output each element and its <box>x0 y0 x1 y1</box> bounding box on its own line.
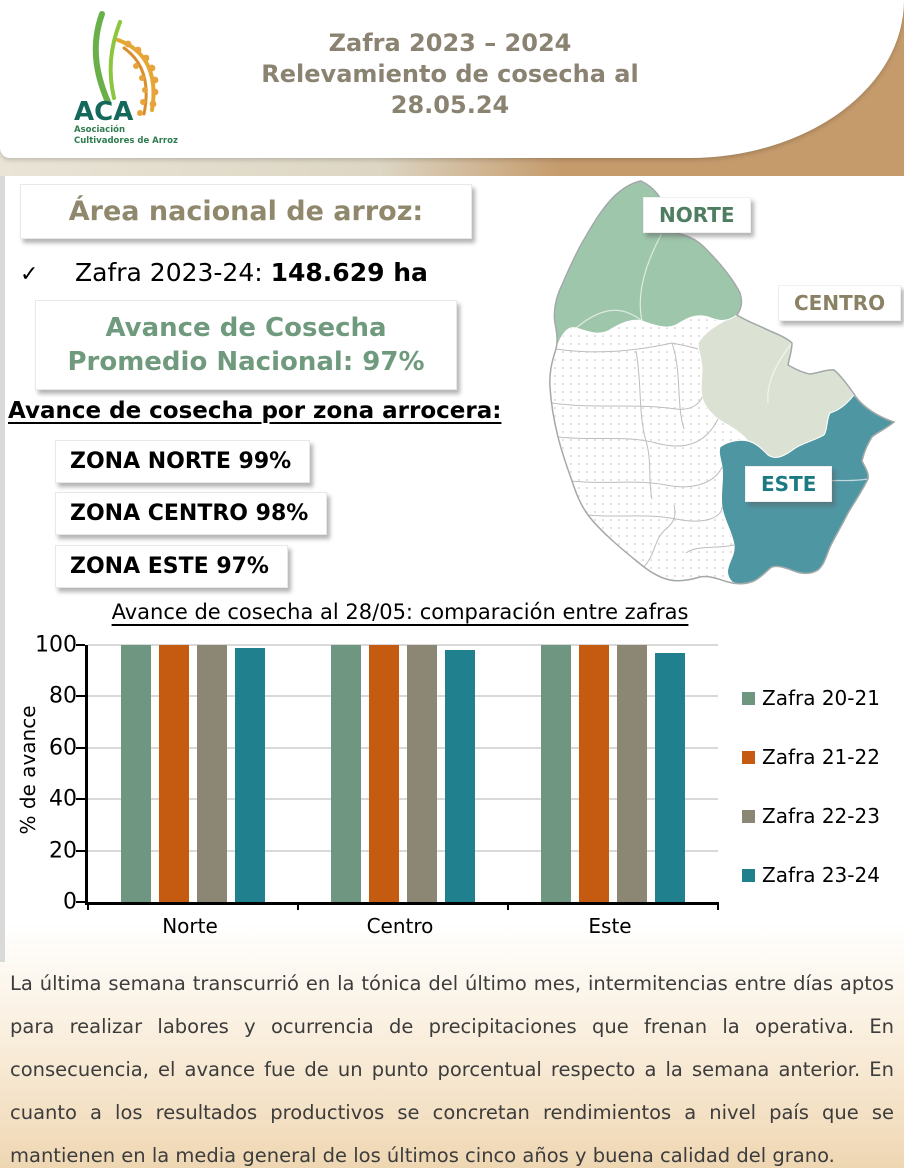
zafra-label: Zafra 2023-24: <box>75 258 271 287</box>
check-icon: ✓ <box>20 262 39 287</box>
chart-y-axis-labels: 0 20 40 60 80 100 <box>22 633 77 915</box>
chart-gridline <box>88 849 718 852</box>
header-card: ACA Asociación Cultivadores de Arroz Zaf… <box>0 0 904 158</box>
x-tick-mark <box>87 902 89 910</box>
area-heading: Área nacional de arroz: <box>68 196 424 227</box>
logo-acronym: ACA <box>74 97 133 127</box>
y-tick-mark <box>76 849 85 852</box>
map-label-centro: CENTRO <box>778 285 902 321</box>
chart-y-axis-title: % de avance <box>16 705 40 835</box>
aca-rice-logo-icon: ACA Asociación Cultivadores de Arroz <box>74 11 178 146</box>
chart-title: Avance de cosecha al 28/05: comparación … <box>111 600 689 624</box>
legend-swatch-icon <box>742 809 755 823</box>
uruguay-zones-map: NORTE CENTRO ESTE <box>495 173 902 593</box>
y-tick-label: 60 <box>49 735 77 761</box>
avance-line2: Promedio Nacional: 97% <box>67 347 425 377</box>
legend-swatch-icon <box>742 868 755 882</box>
bar-zafra-20-21-este <box>541 645 571 902</box>
y-tick-mark <box>76 644 85 646</box>
page-title: Zafra 2023 – 2024 Relevamiento de cosech… <box>261 29 639 119</box>
category-label-este: Este <box>588 914 632 938</box>
chart-bars <box>88 645 718 902</box>
zona-norte-box: ZONA NORTE 99% <box>55 440 311 483</box>
legend-item-zafra-22-23: Zafra 22-23 <box>742 804 880 828</box>
category-label-norte: Norte <box>162 914 218 938</box>
bar-zafra-22-23-este <box>617 645 647 902</box>
zona-centro-box: ZONA CENTRO 98% <box>55 492 328 535</box>
bar-zafra-21-22-este <box>579 645 609 902</box>
bar-zafra-20-21-centro <box>331 645 361 902</box>
map-label-norte: NORTE <box>643 197 751 233</box>
zafra-area-line: ✓ Zafra 2023-24: 148.629 ha <box>20 258 540 287</box>
svg-text:Asociación: Asociación <box>74 124 125 135</box>
y-tick-mark <box>76 695 85 698</box>
y-tick-label: 0 <box>63 889 77 915</box>
x-tick-mark <box>297 902 299 910</box>
map-label-este: ESTE <box>745 466 833 502</box>
bar-zafra-23-24-norte <box>235 647 265 902</box>
comparison-bar-chart: Avance de cosecha al 28/05: comparación … <box>0 598 904 958</box>
legend-item-zafra-23-24: Zafra 23-24 <box>742 863 880 887</box>
y-tick-label: 80 <box>49 683 77 709</box>
chart-legend: Zafra 20-21 Zafra 21-22 Zafra 22-23 Zafra 2… <box>742 686 880 887</box>
zafra-value: 148.629 ha <box>270 258 428 287</box>
bar-group-centro <box>298 645 508 902</box>
chart-gridline <box>88 798 718 801</box>
summary-paragraph: La última semana transcurrió en la tónic… <box>10 972 894 1167</box>
avance-nacional-box: Avance de Cosecha Promedio Nacional: 97% <box>35 300 457 390</box>
category-label-centro: Centro <box>366 914 434 938</box>
chart-gridline <box>88 695 718 698</box>
legend-label: Zafra 23-24 <box>762 863 880 887</box>
legend-label: Zafra 20-21 <box>762 686 880 710</box>
y-tick-mark <box>76 901 85 903</box>
bar-zafra-23-24-centro <box>445 650 475 902</box>
legend-label: Zafra 21-22 <box>762 745 880 769</box>
avance-line1: Avance de Cosecha <box>105 313 387 343</box>
y-tick-label: 40 <box>49 786 77 812</box>
y-tick-mark <box>76 746 85 749</box>
bar-zafra-20-21-norte <box>121 645 151 902</box>
legend-swatch-icon <box>742 750 755 764</box>
zonas-heading: Avance de cosecha por zona arrocera: <box>8 398 502 424</box>
bar-zafra-23-24-este <box>655 652 685 902</box>
page-left-border <box>0 0 5 962</box>
y-tick-label: 20 <box>49 838 77 864</box>
bar-zafra-22-23-centro <box>407 645 437 902</box>
chart-gridline <box>88 746 718 749</box>
bar-zafra-21-22-centro <box>369 645 399 902</box>
legend-swatch-icon <box>742 691 755 705</box>
y-tick-mark <box>76 798 85 801</box>
chart-category-labels: Norte Centro Este <box>85 914 715 938</box>
chart-plot <box>76 644 719 910</box>
bar-group-norte <box>88 645 298 902</box>
bar-zafra-21-22-norte <box>159 645 189 902</box>
legend-label: Zafra 22-23 <box>762 804 880 828</box>
svg-text:Cultivadores de Arroz: Cultivadores de Arroz <box>74 136 178 146</box>
header-band: ACA Asociación Cultivadores de Arroz Zaf… <box>0 0 904 176</box>
area-heading-box: Área nacional de arroz: <box>20 184 472 239</box>
x-tick-mark <box>507 902 509 910</box>
y-tick-label: 100 <box>35 632 77 658</box>
bar-group-este <box>508 645 718 902</box>
zona-este-box: ZONA ESTE 97% <box>55 545 288 588</box>
legend-item-zafra-21-22: Zafra 21-22 <box>742 745 880 769</box>
x-tick-mark <box>717 902 719 910</box>
chart-gridline <box>88 644 718 646</box>
legend-item-zafra-20-21: Zafra 20-21 <box>742 686 880 710</box>
bar-zafra-22-23-norte <box>197 645 227 902</box>
